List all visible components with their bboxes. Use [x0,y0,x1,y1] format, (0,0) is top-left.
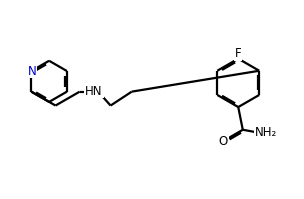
Text: F: F [235,47,242,60]
Text: N: N [28,64,36,78]
Text: NH₂: NH₂ [255,126,277,139]
Text: HN: HN [85,85,103,98]
Text: O: O [219,135,228,148]
